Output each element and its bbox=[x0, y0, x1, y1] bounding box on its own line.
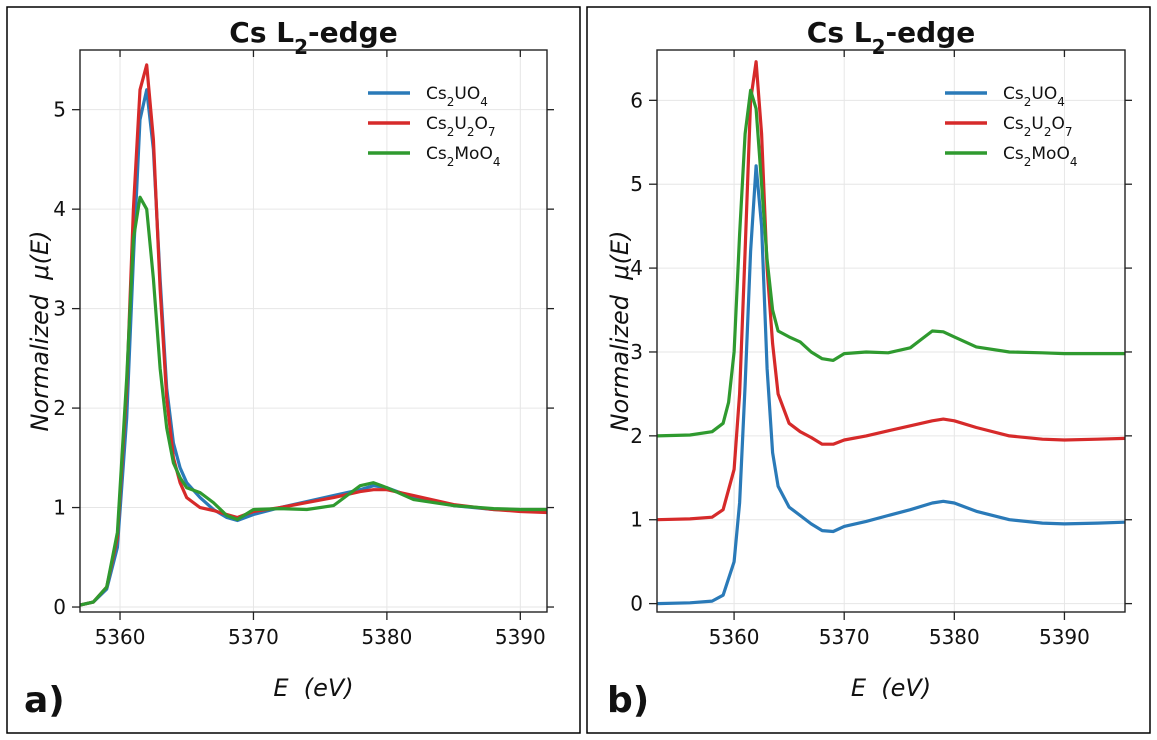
x-tick-label: 5390 bbox=[1039, 625, 1090, 649]
chart-panel-a: 5360 5370 5380 5390 0 1 2 3 4 5 Cs L2-edge E (eV) No… bbox=[6, 6, 581, 734]
x-tick-label: 5390 bbox=[495, 625, 546, 649]
panel-border bbox=[586, 6, 1151, 734]
x-tick-label: 5380 bbox=[929, 625, 980, 649]
plot-area-frame bbox=[656, 49, 1126, 613]
y-tick-label: 2 bbox=[53, 396, 66, 420]
x-axis-label: E (eV) bbox=[851, 674, 931, 702]
panel-label: a) bbox=[24, 680, 65, 721]
y-tick-label: 1 bbox=[630, 508, 643, 532]
series-line-2 bbox=[657, 60, 1125, 522]
y-tick-label: 3 bbox=[630, 340, 643, 364]
chart-panel-b: 5360 5370 5380 5390 0 1 2 3 4 5 6 Cs L2-edge E (eV) N… bbox=[586, 6, 1151, 734]
y-tick-label: 0 bbox=[630, 592, 643, 616]
y-tick-label: 1 bbox=[53, 496, 66, 520]
y-tick-label: 6 bbox=[630, 88, 643, 112]
legend-entry-3: Cs2MoO4 bbox=[426, 144, 500, 169]
chart-title: Cs L2-edge bbox=[229, 16, 397, 59]
y-tick-label: 0 bbox=[53, 595, 66, 619]
y-axis-label: Normalized μ(E) bbox=[606, 231, 634, 432]
legend-entry-3: Cs2MoO4 bbox=[1003, 144, 1077, 169]
y-tick-label: 5 bbox=[53, 98, 66, 122]
x-tick-label: 5360 bbox=[95, 625, 146, 649]
legend-entry-2: Cs2U2O7 bbox=[1003, 114, 1073, 139]
series-line-1 bbox=[657, 164, 1125, 606]
x-tick-label: 5370 bbox=[228, 625, 279, 649]
series-line-3 bbox=[657, 88, 1125, 438]
y-axis-label: Normalized μ(E) bbox=[26, 231, 54, 432]
x-axis-label: E (eV) bbox=[273, 674, 353, 702]
legend-entry-1: Cs2UO4 bbox=[1003, 84, 1065, 109]
panel-border bbox=[6, 6, 581, 734]
series-line-3 bbox=[80, 195, 547, 607]
panel-label: b) bbox=[607, 680, 649, 721]
series-line-1 bbox=[80, 88, 547, 607]
y-tick-label: 4 bbox=[53, 197, 66, 221]
x-tick-label: 5370 bbox=[819, 625, 870, 649]
y-tick-label: 3 bbox=[53, 297, 66, 321]
legend-entry-1: Cs2UO4 bbox=[426, 84, 488, 109]
y-tick-label: 2 bbox=[630, 424, 643, 448]
legend-entry-2: Cs2U2O7 bbox=[426, 114, 496, 139]
plot-area-frame bbox=[79, 49, 548, 613]
y-tick-label: 4 bbox=[630, 256, 643, 280]
x-tick-label: 5360 bbox=[709, 625, 760, 649]
y-tick-label: 5 bbox=[630, 172, 643, 196]
x-tick-label: 5380 bbox=[361, 625, 412, 649]
chart-title: Cs L2-edge bbox=[807, 16, 975, 59]
